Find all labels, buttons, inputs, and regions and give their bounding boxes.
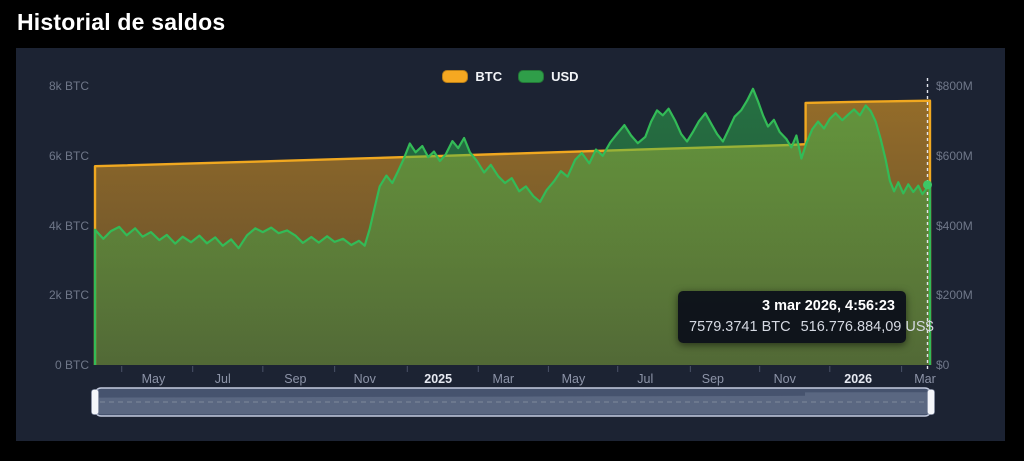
right-axis-tick-label: $200M bbox=[936, 288, 973, 303]
tooltip-btc-value: 7579.3741 BTC bbox=[689, 319, 791, 335]
bottom-axis-label-2025: 2025 bbox=[424, 372, 453, 386]
right-axis-tick-label: $600M bbox=[936, 148, 973, 163]
bottom-axis-label-jul: Jul bbox=[637, 372, 654, 386]
left-axis-tick-label: 8k BTC bbox=[48, 79, 89, 93]
balance-history-chart-panel: BTC USD 8k BTC 6k BTC 4k BTC 2k BTC 0 BTC $80… bbox=[16, 48, 1005, 441]
bottom-axis-label-nov: Nov bbox=[353, 372, 376, 386]
left-axis-tick-label: 0 BTC bbox=[54, 358, 89, 372]
bottom-axis-label-jul: Jul bbox=[214, 372, 231, 386]
right-axis-tick-label: $0 bbox=[936, 358, 950, 372]
legend-label: BTC bbox=[475, 69, 503, 84]
left-axis-tick-label: 2k BTC bbox=[48, 288, 89, 303]
navigator-right-handle[interactable] bbox=[927, 389, 935, 415]
legend-item-btc[interactable]: BTC bbox=[442, 69, 502, 84]
tooltip-usd-value: 516.776.884,09 US$ bbox=[800, 319, 934, 335]
bottom-axis-label-2026: 2026 bbox=[844, 372, 873, 386]
bottom-axis-label-sep: Sep bbox=[701, 372, 725, 386]
tooltip-values: 7579.3741 BTC 516.776.884,09 US$ bbox=[689, 319, 934, 335]
usd-legend-swatch-icon bbox=[518, 70, 545, 83]
usd-line-series bbox=[93, 87, 932, 365]
bottom-axis-label-mar: Mar bbox=[492, 372, 515, 386]
chart-legend: BTC USD bbox=[16, 69, 1005, 84]
tooltip-datetime: 3 mar 2026, 4:56:23 bbox=[761, 298, 895, 314]
navigator-mini-series bbox=[97, 392, 929, 414]
bottom-axis-label-sep: Sep bbox=[284, 372, 307, 386]
left-axis-tick-label: 6k BTC bbox=[48, 148, 89, 163]
chart-tooltip: 3 mar 2026, 4:56:23 7579.3741 BTC 516.77… bbox=[678, 291, 934, 343]
page-title: Historial de saldos bbox=[17, 9, 226, 35]
bottom-axis-label-may: May bbox=[141, 372, 166, 386]
bottom-axis-label-mar: Mar bbox=[914, 372, 936, 386]
bottom-axis-label-may: May bbox=[561, 372, 586, 386]
bottom-axis-label-nov: Nov bbox=[773, 372, 796, 386]
cursor-marker-dot bbox=[922, 180, 932, 190]
left-axis-tick-label: 4k BTC bbox=[48, 218, 89, 233]
right-axis-tick-label: $800M bbox=[936, 79, 973, 93]
navigator-left-handle[interactable] bbox=[91, 389, 99, 415]
legend-label: USD bbox=[551, 69, 579, 84]
btc-legend-swatch-icon bbox=[442, 70, 469, 83]
legend-item-usd[interactable]: USD bbox=[518, 69, 579, 84]
right-axis-tick-label: $400M bbox=[936, 218, 973, 233]
